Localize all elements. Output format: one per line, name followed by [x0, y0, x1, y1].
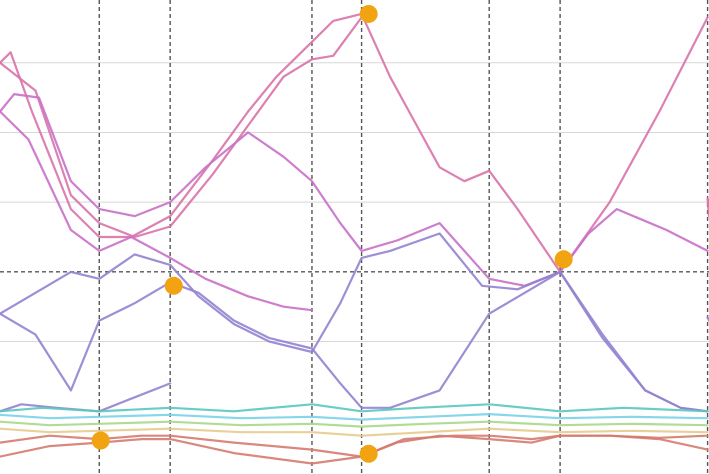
- high-symmetry-markers: [91, 4, 573, 463]
- band-line-8: [0, 413, 709, 421]
- band-line-12: [0, 434, 709, 465]
- band-line-3: [0, 110, 314, 312]
- band-line-5: [0, 270, 709, 413]
- band-line-4: [0, 232, 709, 413]
- marker-point-3: [91, 431, 110, 450]
- band-line-7: [0, 403, 709, 413]
- band-lines: [0, 12, 709, 465]
- marker-point-4: [359, 444, 378, 463]
- marker-point-0: [359, 4, 378, 23]
- band-line-2: [0, 93, 709, 287]
- band-line-10: [0, 427, 709, 437]
- marker-point-2: [554, 250, 573, 269]
- marker-point-1: [164, 276, 183, 295]
- band-line-1: [0, 16, 363, 239]
- band-line-9: [0, 420, 709, 428]
- band-line-0: [0, 12, 709, 273]
